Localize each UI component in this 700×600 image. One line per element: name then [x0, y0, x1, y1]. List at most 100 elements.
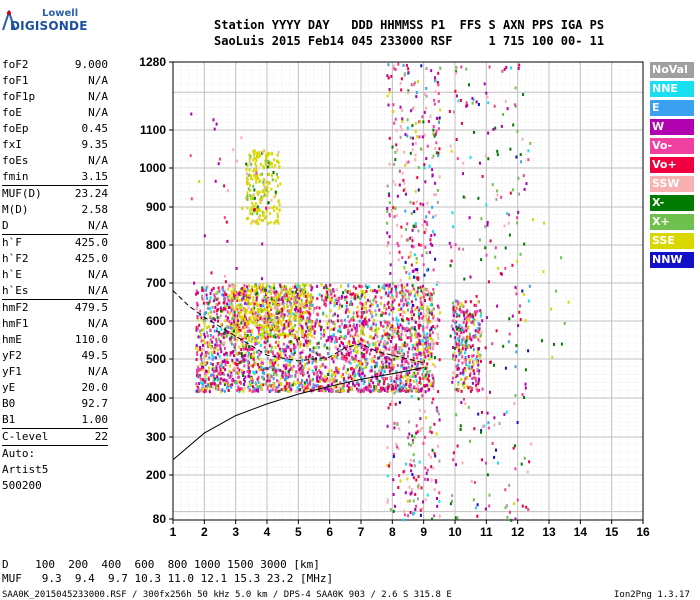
echo-dot	[276, 379, 278, 383]
echo-dot	[465, 339, 468, 343]
echo-dot	[198, 329, 201, 333]
echo-dot	[353, 369, 356, 373]
echo-dot	[272, 382, 275, 386]
echo-dot	[343, 345, 346, 349]
echo-dot	[435, 129, 438, 133]
echo-dot	[223, 307, 225, 310]
echo-dot	[297, 300, 300, 304]
echo-dot	[307, 355, 310, 359]
echo-dot	[383, 380, 386, 384]
echo-dot	[522, 293, 525, 297]
echo-region	[245, 149, 282, 226]
echo-dot	[419, 285, 422, 289]
echo-dot	[386, 463, 389, 467]
echo-dot	[365, 350, 368, 354]
echo-dot	[406, 317, 409, 321]
echo-dot	[266, 339, 269, 343]
echo-dot	[205, 389, 208, 393]
echo-dot	[372, 322, 375, 326]
echo-dot	[232, 326, 234, 330]
echo-dot	[241, 315, 244, 319]
echo-dot	[346, 350, 349, 354]
echo-dot	[220, 372, 223, 376]
param-value: 49.5	[81, 349, 109, 362]
echo-dot	[309, 284, 312, 288]
echo-dot	[373, 319, 375, 322]
echo-dot	[201, 368, 204, 372]
echo-dot	[243, 331, 246, 335]
echo-dot	[390, 361, 393, 365]
echo-dot	[340, 295, 343, 298]
echo-dot	[357, 314, 360, 318]
echo-dot	[366, 321, 369, 325]
echo-dot	[212, 355, 215, 359]
echo-dot	[237, 385, 240, 389]
echo-dot	[241, 298, 244, 302]
echo-dot	[471, 354, 474, 358]
echo-dot	[414, 222, 417, 225]
echo-dot	[392, 206, 395, 210]
echo-dot	[247, 306, 250, 310]
echo-dot	[425, 106, 428, 110]
echo-dot	[409, 290, 412, 294]
echo-dot	[348, 320, 351, 324]
echo-dot	[230, 290, 233, 294]
echo-dot	[470, 338, 473, 342]
echo-dot	[315, 367, 317, 371]
echo-dot	[421, 324, 424, 328]
param-label: h`F	[2, 236, 22, 249]
echo-dot	[303, 333, 306, 337]
echo-dot	[333, 340, 336, 344]
echo-dot	[212, 367, 215, 371]
echo-dot	[211, 382, 214, 385]
echo-dot	[399, 81, 402, 85]
echo-dot	[248, 375, 251, 379]
echo-dot	[331, 390, 334, 393]
echo-dot	[301, 369, 304, 373]
echo-dot	[303, 366, 306, 370]
echo-dot	[422, 218, 425, 222]
echo-dot	[375, 300, 378, 304]
echo-dot	[274, 316, 277, 320]
echo-dot	[257, 192, 260, 196]
echo-dot	[357, 339, 360, 343]
echo-dot	[202, 318, 205, 322]
echo-dot	[300, 287, 303, 291]
echo-dot	[335, 379, 338, 383]
echo-dot	[395, 390, 398, 393]
echo-dot	[203, 312, 206, 316]
echo-dot	[475, 294, 478, 298]
echo-dot	[418, 460, 421, 464]
echo-dot	[520, 160, 523, 164]
echo-dot	[329, 309, 332, 313]
echo-dot	[437, 412, 440, 416]
echo-dot	[385, 307, 388, 311]
echo-dot	[412, 476, 415, 480]
echo-dot	[305, 322, 307, 326]
echo-dot	[416, 368, 419, 371]
echo-dot	[290, 341, 293, 345]
echo-dot	[258, 151, 261, 155]
echo-dot	[265, 188, 268, 192]
echo-dot	[523, 242, 526, 246]
echo-dot	[264, 159, 267, 163]
echo-dot	[328, 389, 330, 393]
echo-dot	[386, 389, 389, 393]
echo-dot	[493, 416, 496, 420]
echo-dot	[437, 71, 440, 75]
echo-dot	[403, 509, 406, 513]
echo-dot	[262, 318, 265, 322]
echo-dot	[223, 353, 226, 357]
echo-dot	[425, 339, 428, 343]
echo-dot	[274, 367, 277, 371]
echo-dot	[532, 218, 534, 222]
echo-dot	[463, 367, 466, 370]
echo-dot	[217, 286, 220, 290]
echo-dot	[292, 335, 295, 339]
echo-dot	[277, 356, 280, 360]
echo-dot	[267, 377, 270, 381]
echo-dot	[313, 331, 316, 335]
echo-dot	[249, 329, 252, 333]
echo-dot	[451, 499, 453, 503]
echo-dot	[469, 312, 471, 316]
